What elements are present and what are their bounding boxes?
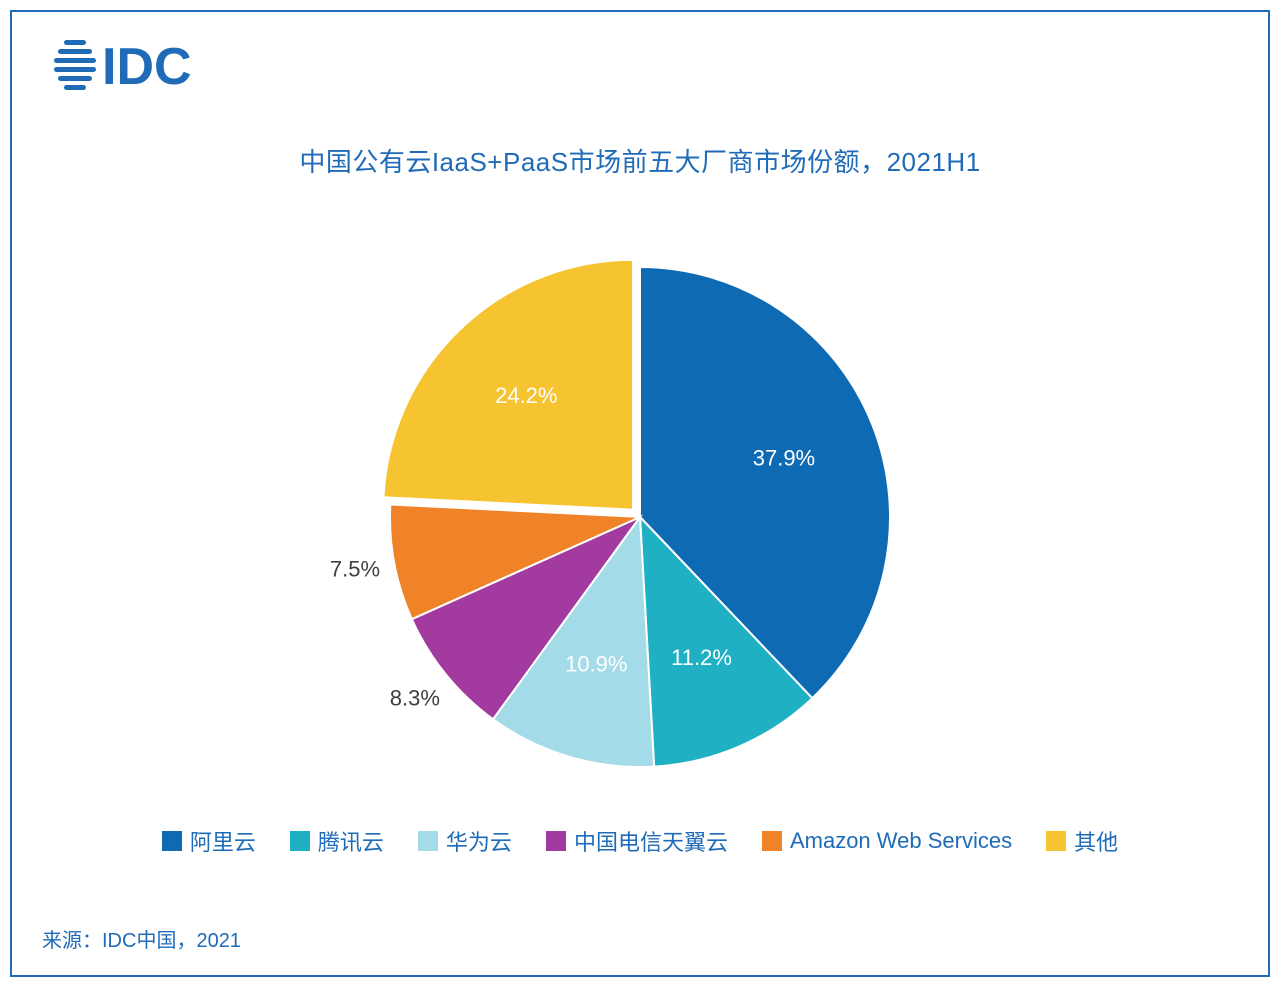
pie-slice-label: 37.9% [753,445,815,470]
legend-swatch [546,831,566,851]
legend-label: 中国电信天翼云 [574,825,728,857]
pie-slice-label: 11.2% [671,645,732,670]
idc-logo-icon: IDC [50,34,220,98]
idc-logo: IDC [50,34,220,98]
legend-swatch [1046,831,1066,851]
chart-title: 中国公有云IaaS+PaaS市场前五大厂商市场份额，2021H1 [12,142,1268,179]
legend-item: 腾讯云 [290,825,384,857]
legend-label: 其他 [1074,825,1118,857]
legend-swatch [290,831,310,851]
legend-swatch [162,831,182,851]
legend-item: 其他 [1046,825,1118,857]
legend-item: 中国电信天翼云 [546,825,728,857]
legend-item: 阿里云 [162,825,256,857]
legend-swatch [762,831,782,851]
pie-slice-label: 10.9% [565,652,627,677]
legend-label: Amazon Web Services [790,828,1012,854]
pie-slice-label: 8.3% [390,686,440,711]
chart-frame: IDC 中国公有云IaaS+PaaS市场前五大厂商市场份额，2021H1 37.… [10,10,1270,977]
legend-label: 阿里云 [190,825,256,857]
svg-text:IDC: IDC [102,38,192,96]
legend: 阿里云 腾讯云 华为云 中国电信天翼云 Amazon Web Services 其他 [12,825,1268,857]
pie-chart: 37.9% 11.2% 10.9% 8.3% 7.5% 24.2% [12,227,1268,787]
pie-slice-label: 7.5% [330,556,380,581]
pie-slice-label: 24.2% [495,383,557,408]
legend-item: 华为云 [418,825,512,857]
legend-item: Amazon Web Services [762,825,1012,857]
legend-label: 腾讯云 [318,825,384,857]
source-text: 来源：IDC中国，2021 [42,924,241,953]
legend-label: 华为云 [446,825,512,857]
legend-swatch [418,831,438,851]
